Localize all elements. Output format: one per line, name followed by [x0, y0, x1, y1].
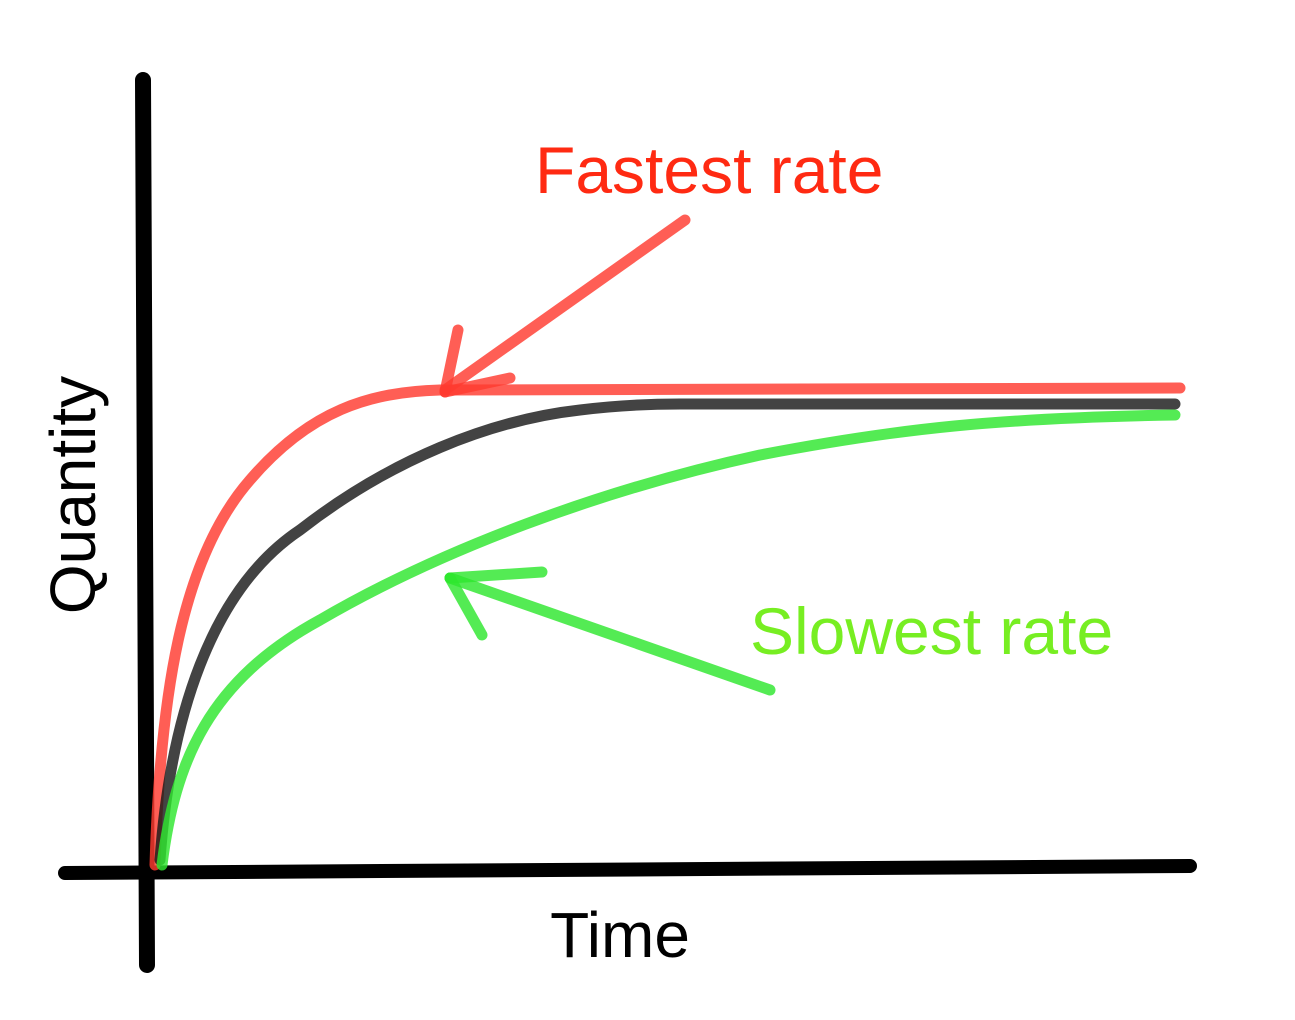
y-axis [135, 72, 155, 973]
annotation-fastest-rate: Fastest rate [535, 133, 883, 207]
curve-medium [154, 398, 1181, 866]
arrow-fastest [439, 214, 691, 398]
annotation-slowest-rate: Slowest rate [750, 594, 1113, 668]
curve-fastest [149, 382, 1186, 871]
x-axis [58, 859, 1197, 880]
y-axis-label: Quantity [37, 376, 109, 614]
x-axis-label: Time [550, 899, 690, 971]
curve-slowest [156, 409, 1181, 871]
arrow-slowest [444, 566, 776, 696]
